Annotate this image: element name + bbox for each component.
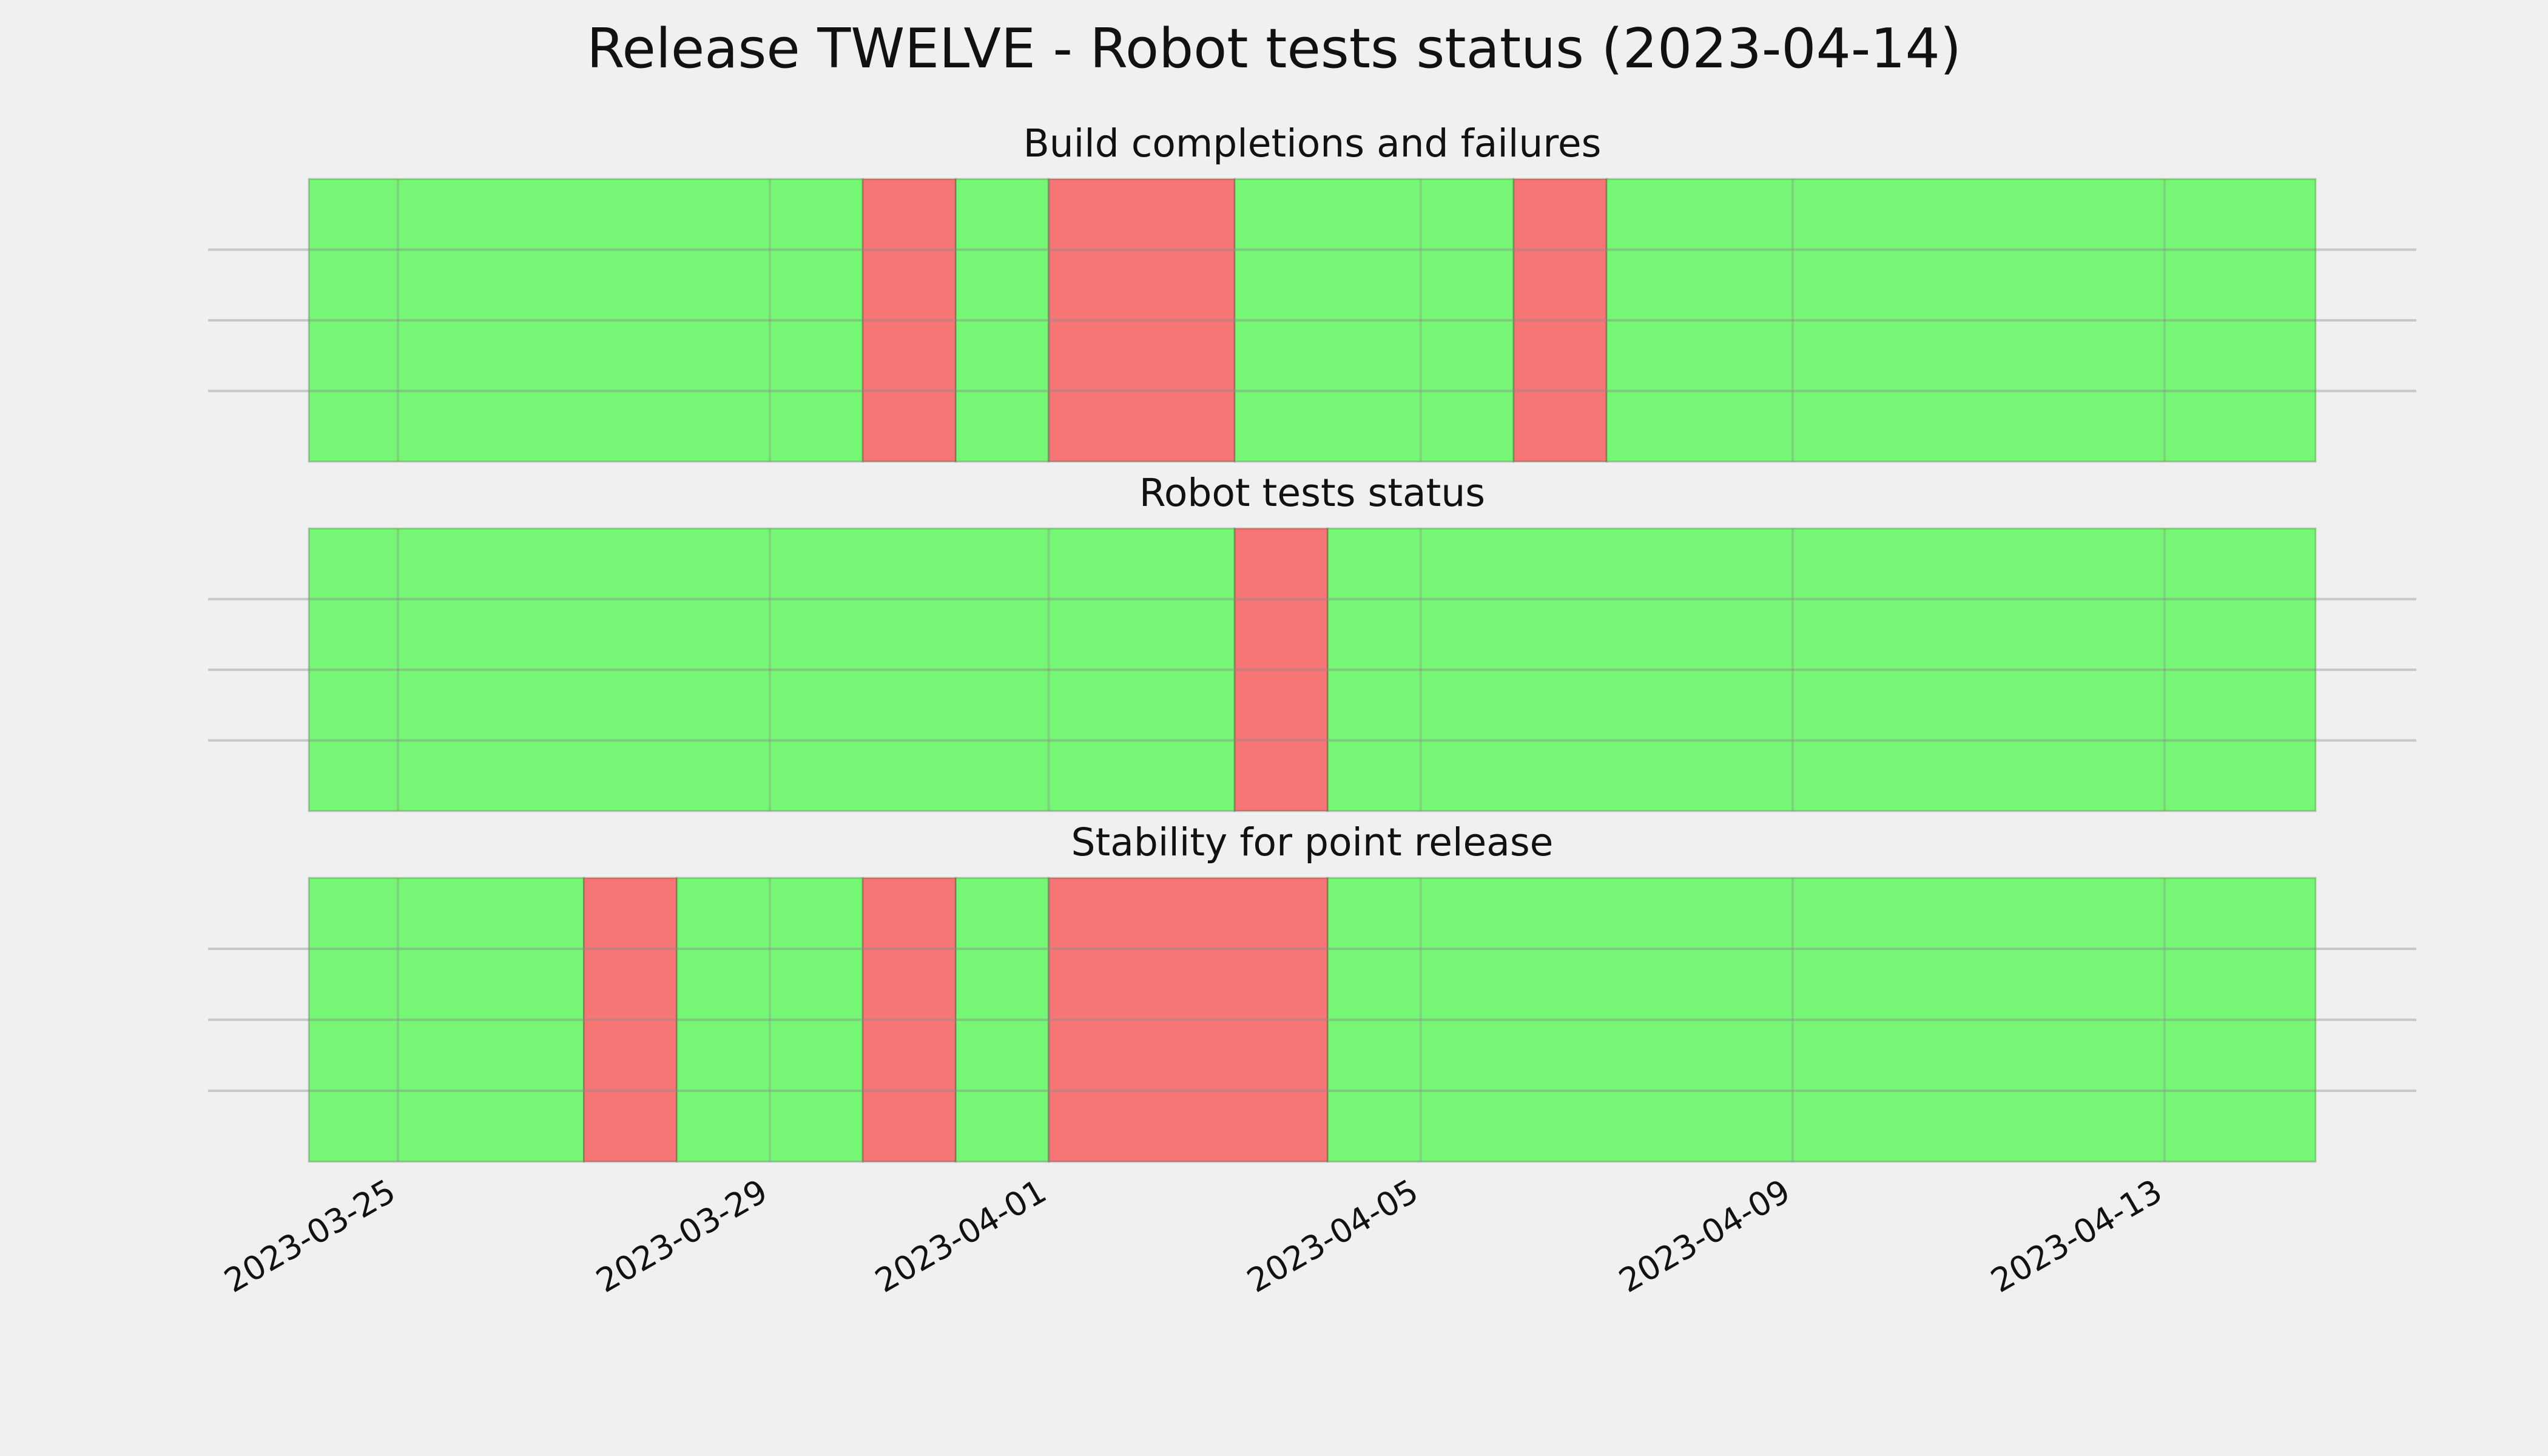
status-span <box>1233 178 1515 463</box>
status-span <box>954 178 1050 463</box>
status-span <box>1327 877 2317 1163</box>
status-span <box>1048 877 1329 1163</box>
status-span <box>861 178 957 463</box>
status-span <box>1048 178 1236 463</box>
status-span <box>308 178 864 463</box>
status-span <box>1233 527 1329 812</box>
chart-title: Release TWELVE - Robot tests status (202… <box>587 17 1961 81</box>
status-span <box>954 877 1050 1163</box>
status-span <box>308 877 585 1163</box>
status-span <box>1512 178 1608 463</box>
status-span <box>1605 178 2317 463</box>
status-span <box>1327 527 2317 812</box>
status-span <box>582 877 678 1163</box>
subplot-title: Build completions and failures <box>1023 121 1602 166</box>
status-span <box>308 527 1236 812</box>
subplot-title: Robot tests status <box>1139 471 1485 515</box>
status-span <box>676 877 864 1163</box>
subplot-title: Stability for point release <box>1071 820 1554 864</box>
status-span <box>861 877 957 1163</box>
